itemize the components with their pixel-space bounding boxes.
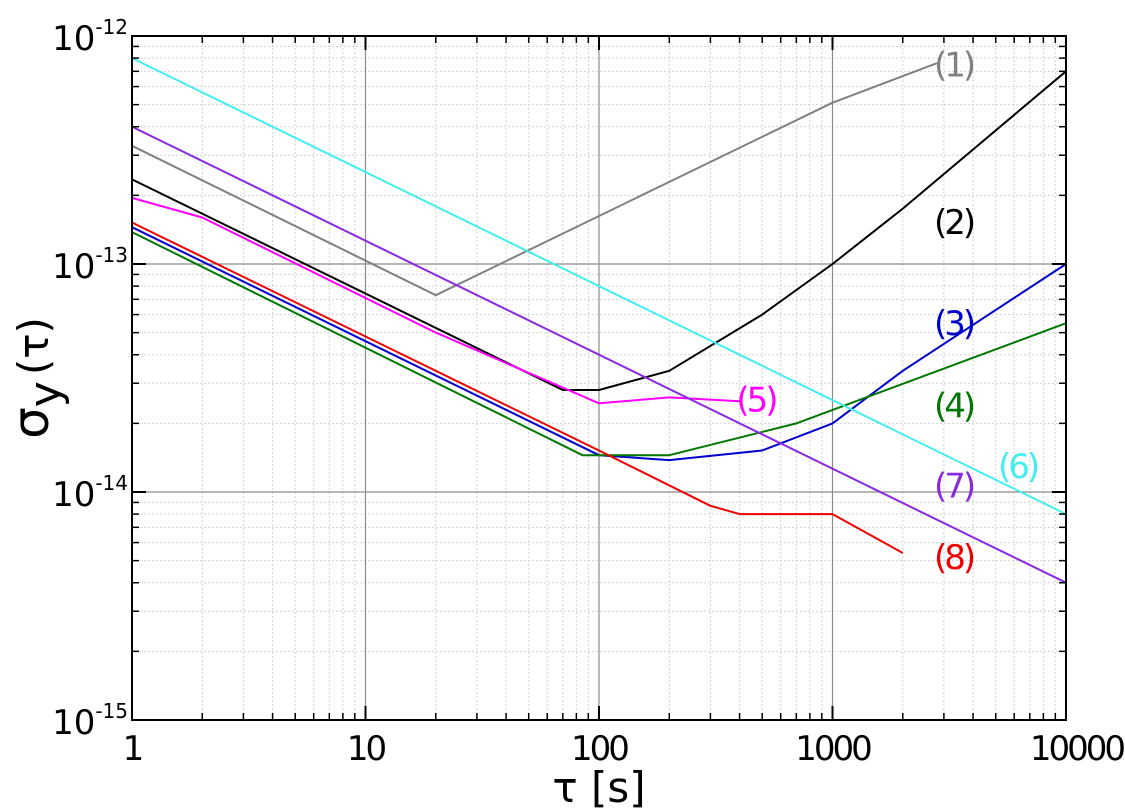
x-tick-label: 100 [571,729,628,769]
y-tick-label-base: 10 [52,19,95,59]
series-label: (4) [934,386,974,426]
y-tick-label-exponent: -13 [95,243,128,267]
x-tick-label: 1 [123,729,142,769]
y-tick-label: 10-15 [52,699,128,743]
series-label: (8) [934,538,974,578]
x-tick-label: 1000 [795,729,871,769]
series-line [131,231,1067,457]
y-tick-label-exponent: -15 [95,699,128,723]
y-tick-label: 10-13 [52,243,128,287]
y-axis-title-main: σ [2,407,60,439]
series-line [131,62,938,297]
y-axis-title: σy (τ) [2,317,71,439]
y-axis-title-sub: y [20,381,71,407]
y-tick-label-base: 10 [52,247,95,287]
minor-grid [132,36,1066,720]
series-layer [131,57,1067,584]
x-tick-label: 10000 [1030,729,1125,769]
y-tick-label-base: 10 [52,475,95,515]
y-axis-title-arg: (τ) [9,317,58,375]
x-tick-labels: 1 10 100 1000 10000 [123,729,1125,769]
x-axis-title: τ [s] [552,763,645,810]
series-line [131,57,1067,515]
series-label: (7) [934,466,974,506]
series-line [131,125,1067,584]
series-label: (2) [934,203,974,243]
series-labels: (1) (2) (3) (4) (5) (6) (7) (8) [736,45,1040,578]
y-tick-label: 10-12 [52,15,128,59]
series-line [131,196,740,405]
y-tick-label-exponent: -12 [95,15,128,39]
axis-ticks [131,35,1067,721]
x-tick-label: 10 [347,729,386,769]
y-tick-label: 10-14 [52,471,128,515]
series-label: (6) [998,447,1038,487]
series-label: (3) [934,304,974,344]
y-tick-label-exponent: -14 [95,471,128,495]
series-label: (5) [736,380,776,420]
y-tick-label-base: 10 [52,703,95,743]
series-label: (1) [934,45,974,85]
series-line [131,221,904,554]
